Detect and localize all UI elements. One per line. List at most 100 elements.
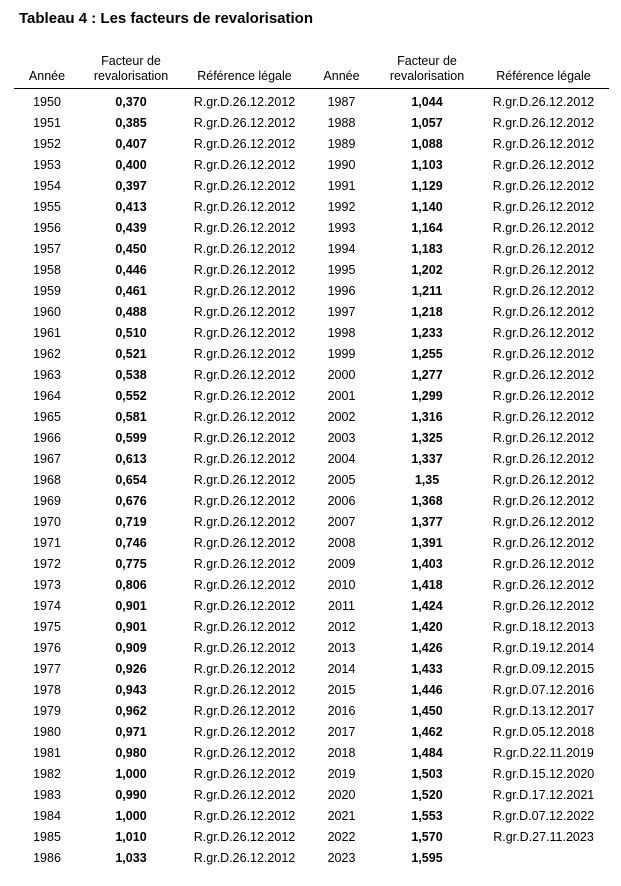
- reference-cell: R.gr.D.26.12.2012: [193, 661, 296, 676]
- year-cell-2: 2016: [327, 703, 356, 718]
- table-row: 1952 0,407 R.gr.D.26.12.2012 1989 1,088 R.gr.…: [14, 133, 609, 154]
- reference-cell-2: R.gr.D.07.12.2016: [492, 682, 595, 697]
- reference-cell: R.gr.D.26.12.2012: [193, 388, 296, 403]
- factor-cell-2: 1,325: [411, 430, 443, 445]
- reference-cell: R.gr.D.26.12.2012: [193, 325, 296, 340]
- year-cell-2: 2011: [328, 598, 355, 613]
- table-body: 1950 0,370 R.gr.D.26.12.2012 1987 1,044 R.gr.…: [14, 89, 609, 869]
- factor-cell: 0,413: [115, 199, 147, 214]
- factor-cell: 1,000: [115, 766, 147, 781]
- table-row: 1981 0,980 R.gr.D.26.12.2012 2018 1,484 R.gr.…: [14, 742, 609, 763]
- factor-cell-2: 1,211: [411, 283, 443, 298]
- factor-cell: 0,806: [115, 577, 147, 592]
- factor-cell: 0,461: [115, 283, 147, 298]
- reference-cell: R.gr.D.26.12.2012: [193, 829, 296, 844]
- table-row: 1972 0,775 R.gr.D.26.12.2012 2009 1,403 R.gr.…: [14, 553, 609, 574]
- reference-cell: R.gr.D.26.12.2012: [193, 640, 296, 655]
- factor-cell-2: 1,140: [411, 199, 443, 214]
- table-row: 1977 0,926 R.gr.D.26.12.2012 2014 1,433 R.gr.…: [14, 658, 609, 679]
- table-row: 1984 1,000 R.gr.D.26.12.2012 2021 1,553 R.gr.…: [14, 805, 609, 826]
- reference-cell-2: R.gr.D.26.12.2012: [492, 325, 595, 340]
- table-row: 1951 0,385 R.gr.D.26.12.2012 1988 1,057 R.gr.…: [14, 112, 609, 133]
- year-cell-2: 2020: [327, 787, 356, 802]
- reference-cell: R.gr.D.26.12.2012: [193, 199, 296, 214]
- table-row: 1953 0,400 R.gr.D.26.12.2012 1990 1,103 R.gr.…: [14, 154, 609, 175]
- reference-cell-2: R.gr.D.26.12.2012: [492, 409, 595, 424]
- factor-cell: 0,943: [115, 682, 147, 697]
- reference-cell-2: R.gr.D.26.12.2012: [492, 241, 595, 256]
- factor-cell: 1,010: [115, 829, 147, 844]
- factor-cell-2: 1,277: [411, 367, 443, 382]
- year-cell: 1986: [33, 850, 61, 865]
- factor-cell: 0,901: [115, 619, 147, 634]
- factor-cell-2: 1,450: [411, 703, 443, 718]
- reference-column-header: Référence légale: [182, 44, 307, 89]
- factor-cell-2: 1,103: [411, 157, 443, 172]
- reference-cell: R.gr.D.26.12.2012: [193, 451, 296, 466]
- year-cell-2: 2013: [327, 640, 356, 655]
- year-cell: 1951: [33, 115, 61, 130]
- reference-cell: R.gr.D.26.12.2012: [193, 430, 296, 445]
- table-row: 1975 0,901 R.gr.D.26.12.2012 2012 1,420 R.gr.…: [14, 616, 609, 637]
- table-row: 1958 0,446 R.gr.D.26.12.2012 1995 1,202 R.gr.…: [14, 259, 609, 280]
- factor-cell: 0,439: [115, 220, 147, 235]
- factor-cell-2: 1,183: [411, 241, 443, 256]
- year-cell: 1965: [33, 409, 61, 424]
- factor-cell-2: 1,316: [411, 409, 443, 424]
- factor-cell-2: 1,391: [411, 535, 443, 550]
- reference-cell: R.gr.D.26.12.2012: [193, 766, 296, 781]
- factor-cell-2: 1,164: [411, 220, 443, 235]
- reference-cell: R.gr.D.26.12.2012: [193, 619, 296, 634]
- year-cell: 1967: [33, 451, 61, 466]
- year-cell: 1985: [33, 829, 61, 844]
- year-cell: 1961: [33, 325, 61, 340]
- year-cell-2: 2022: [327, 829, 356, 844]
- factor-cell: 0,926: [115, 661, 147, 676]
- factor-cell: 0,962: [115, 703, 147, 718]
- factor-cell: 0,971: [115, 724, 147, 739]
- reference-cell-2: R.gr.D.26.12.2012: [492, 115, 595, 130]
- reference-cell-2: R.gr.D.26.12.2012: [492, 157, 595, 172]
- table-row: 1962 0,521 R.gr.D.26.12.2012 1999 1,255 R.gr.…: [14, 343, 609, 364]
- year-cell: 1983: [33, 787, 61, 802]
- table-row: 1969 0,676 R.gr.D.26.12.2012 2006 1,368 R.gr.…: [14, 490, 609, 511]
- year-cell: 1955: [33, 199, 61, 214]
- table-row: 1979 0,962 R.gr.D.26.12.2012 2016 1,450 R.gr.…: [14, 700, 609, 721]
- table-row: 1959 0,461 R.gr.D.26.12.2012 1996 1,211 R.gr.…: [14, 280, 609, 301]
- reference-cell-2: R.gr.D.26.12.2012: [492, 220, 595, 235]
- factor-cell-2: 1,299: [411, 388, 443, 403]
- table-row: 1985 1,010 R.gr.D.26.12.2012 2022 1,570 R.gr.…: [14, 826, 609, 847]
- factor-cell: 0,446: [115, 262, 147, 277]
- factor-cell-2: 1,368: [411, 493, 443, 508]
- reference-cell: R.gr.D.26.12.2012: [193, 157, 296, 172]
- reference-cell-2: R.gr.D.26.12.2012: [492, 535, 595, 550]
- year-column-header-2: Année: [307, 44, 376, 89]
- year-cell: 1963: [33, 367, 61, 382]
- reference-cell: R.gr.D.26.12.2012: [193, 703, 296, 718]
- table-row: 1971 0,746 R.gr.D.26.12.2012 2008 1,391 R.gr.…: [14, 532, 609, 553]
- year-cell-2: 1999: [327, 346, 356, 361]
- reference-cell-2: [478, 847, 609, 868]
- year-cell: 1974: [33, 598, 61, 613]
- reference-column-header-2: Référence légale: [478, 44, 609, 89]
- year-cell-2: 2009: [327, 556, 356, 571]
- reference-cell-2: R.gr.D.26.12.2012: [492, 367, 595, 382]
- reference-cell: R.gr.D.26.12.2012: [193, 94, 296, 109]
- factor-cell-2: 1,088: [411, 136, 443, 151]
- year-cell-2: 1989: [327, 136, 356, 151]
- factor-cell-2: 1,570: [411, 829, 443, 844]
- year-cell: 1972: [33, 556, 61, 571]
- factor-cell-2: 1,35: [414, 472, 440, 487]
- factor-cell-2: 1,418: [411, 577, 443, 592]
- table-row: 1978 0,943 R.gr.D.26.12.2012 2015 1,446 R.gr.…: [14, 679, 609, 700]
- reference-cell: R.gr.D.26.12.2012: [193, 472, 296, 487]
- year-cell: 1980: [33, 724, 61, 739]
- year-cell: 1953: [33, 157, 61, 172]
- reference-cell: R.gr.D.26.12.2012: [193, 136, 296, 151]
- factor-cell: 0,521: [115, 346, 147, 361]
- year-cell-2: 2014: [327, 661, 356, 676]
- reference-cell-2: R.gr.D.26.12.2012: [492, 493, 595, 508]
- factor-cell: 0,719: [115, 514, 147, 529]
- factor-cell: 1,033: [115, 850, 147, 865]
- reference-cell: R.gr.D.26.12.2012: [193, 262, 296, 277]
